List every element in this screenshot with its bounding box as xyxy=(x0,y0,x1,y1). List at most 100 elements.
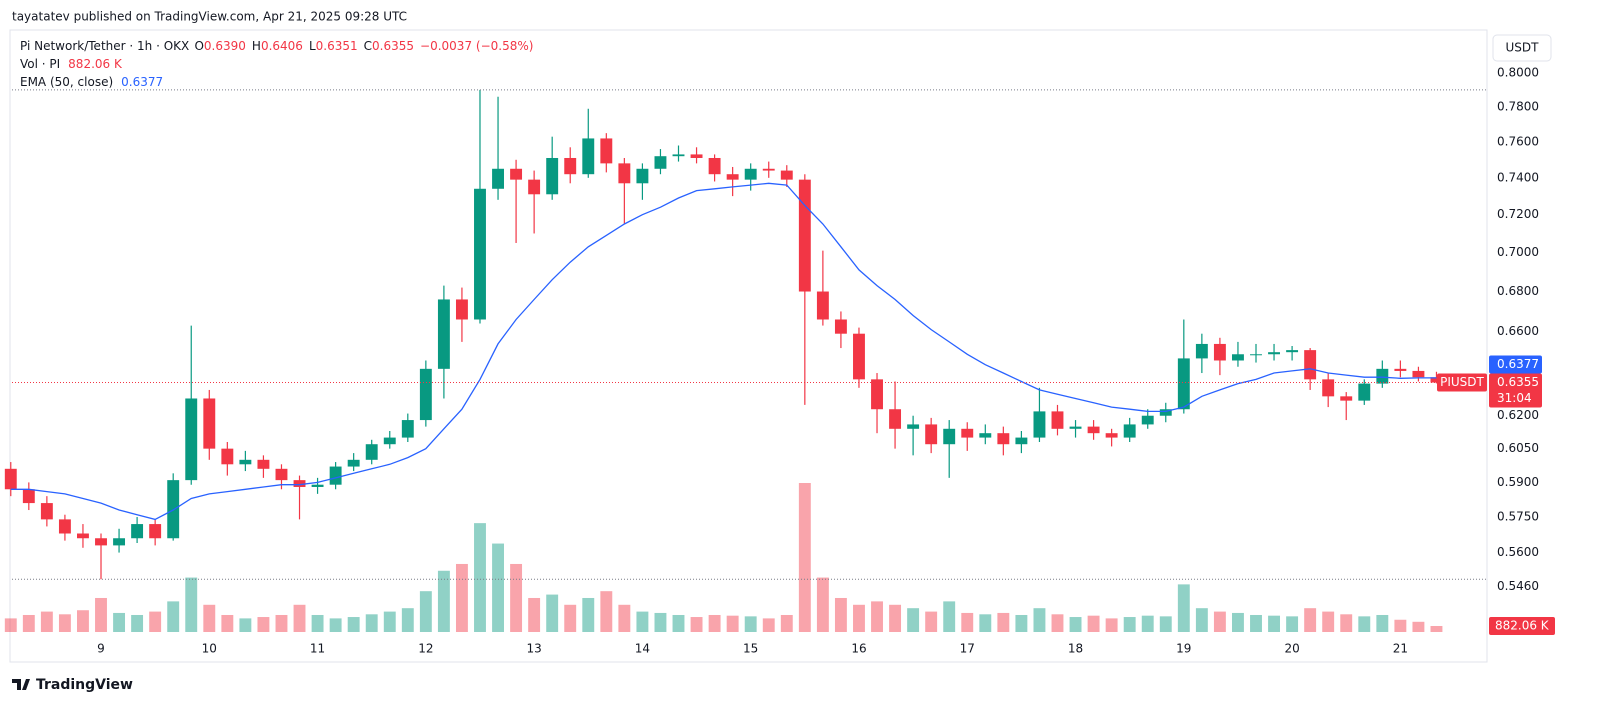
volume-bar xyxy=(1394,619,1407,632)
ema-badge-text: 0.6377 xyxy=(1497,357,1539,371)
ema-badge xyxy=(1489,355,1542,374)
volume-bar xyxy=(149,611,162,632)
brand: TradingView xyxy=(12,677,133,693)
volume-bar xyxy=(1250,614,1262,632)
volume-bar xyxy=(4,618,17,632)
candle-body xyxy=(726,174,739,180)
candle-body xyxy=(672,154,685,157)
y-tick-label: 0.6200 xyxy=(1497,408,1539,422)
candle-body xyxy=(1123,424,1136,438)
candle-body xyxy=(528,179,541,195)
candle-body xyxy=(167,480,180,539)
volume-bar xyxy=(762,618,775,632)
volume-bar xyxy=(1268,615,1280,632)
candle-body xyxy=(1141,415,1154,425)
candle-body xyxy=(654,156,667,169)
candle-body xyxy=(1051,411,1064,429)
y-tick-label: 0.6050 xyxy=(1497,441,1539,455)
candle-body xyxy=(149,524,162,539)
volume-bar xyxy=(22,614,35,632)
volume-bar xyxy=(889,604,902,632)
x-tick-label: 17 xyxy=(960,642,975,656)
currency-box[interactable] xyxy=(1492,34,1552,62)
x-tick-label: 13 xyxy=(526,642,541,656)
candle-body xyxy=(997,433,1010,445)
ohlc-label: C xyxy=(364,39,372,53)
last-open: 0.6390 xyxy=(204,39,246,53)
volume-bar xyxy=(365,614,378,632)
volume-bar xyxy=(1412,621,1425,632)
volume-bar xyxy=(798,483,811,632)
candle-body xyxy=(1304,350,1317,380)
ohlc-label: O xyxy=(194,39,203,53)
volume-bar xyxy=(1195,608,1208,632)
x-tick-label: 18 xyxy=(1068,642,1083,656)
candle-body xyxy=(455,299,468,320)
candle-body xyxy=(311,484,324,487)
candle-body xyxy=(744,168,757,180)
candle-body xyxy=(58,519,71,534)
volume-bar xyxy=(203,604,216,632)
last-change: −0.0037 (−0.58%) xyxy=(420,39,533,53)
volume-badge-text: 882.06 K xyxy=(1495,618,1550,632)
candle-body xyxy=(239,459,252,465)
volume-bar xyxy=(1430,625,1443,632)
candle-body xyxy=(1358,383,1371,401)
candle-body xyxy=(1232,354,1244,361)
candle-body xyxy=(474,188,486,320)
volume-bar xyxy=(185,577,198,632)
volume-bar xyxy=(1286,616,1299,632)
x-tick-label: 19 xyxy=(1176,642,1191,656)
volume-label: Vol · PI xyxy=(20,57,60,71)
volume-bar xyxy=(816,577,829,632)
x-tick-label: 14 xyxy=(635,642,650,656)
candle-body xyxy=(546,157,559,195)
volume-bar xyxy=(708,614,721,632)
volume-bar xyxy=(1358,616,1371,632)
volume-bar xyxy=(257,617,270,632)
candle-body xyxy=(401,420,414,438)
x-tick-label: 12 xyxy=(418,642,433,656)
candle-body xyxy=(780,170,793,180)
volume-bar xyxy=(1141,615,1154,632)
candle-body xyxy=(1213,343,1226,361)
y-tick-label: 0.5460 xyxy=(1497,579,1539,593)
candle-body xyxy=(690,154,703,158)
x-tick-label: 9 xyxy=(97,642,105,656)
volume-bar xyxy=(672,614,685,632)
volume-bar xyxy=(474,523,486,632)
volume-bar xyxy=(528,597,541,632)
x-tick-label: 10 xyxy=(202,642,217,656)
volume-bar xyxy=(311,614,324,632)
volume-bar xyxy=(1159,616,1172,632)
candle-body xyxy=(1376,368,1389,384)
ohlc-label: L xyxy=(309,39,316,53)
volume-bar xyxy=(997,612,1010,632)
candle-body xyxy=(293,480,306,487)
volume-bar xyxy=(690,617,703,632)
volume-bar xyxy=(293,604,306,632)
volume-bar xyxy=(618,604,631,632)
candle-body xyxy=(347,459,360,467)
candle-body xyxy=(365,444,378,460)
candle-body xyxy=(40,503,53,520)
volume-bar xyxy=(925,611,938,632)
volume-bar xyxy=(834,597,847,632)
countdown: 31:04 xyxy=(1497,391,1532,405)
volume-bar xyxy=(780,614,793,632)
candle-body xyxy=(961,428,974,438)
volume-bar xyxy=(1322,611,1335,632)
candle-body xyxy=(131,524,144,539)
volume-bar xyxy=(979,614,992,632)
candle-body xyxy=(1195,343,1208,359)
volume-bar xyxy=(1123,617,1136,632)
candle-body xyxy=(1087,426,1100,434)
candle-body xyxy=(582,138,595,175)
candle-body xyxy=(889,409,902,429)
volume-bar xyxy=(1304,608,1317,632)
x-tick-label: 20 xyxy=(1284,642,1299,656)
volume-bar xyxy=(907,608,920,632)
candle-body xyxy=(22,489,35,504)
publisher-note: tayatatev published on TradingView.com, … xyxy=(12,10,407,24)
currency[interactable]: USDT xyxy=(1506,41,1540,55)
